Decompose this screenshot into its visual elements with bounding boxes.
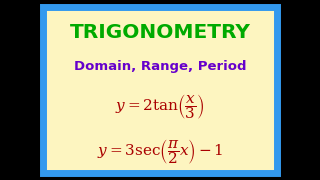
Text: $y = 2\tan\!\left(\dfrac{x}{3}\right)$: $y = 2\tan\!\left(\dfrac{x}{3}\right)$ xyxy=(115,92,205,121)
FancyBboxPatch shape xyxy=(43,7,277,173)
Text: Domain, Range, Period: Domain, Range, Period xyxy=(74,60,246,73)
Text: $y = 3\sec\!\left(\dfrac{\pi}{2}x\right) - 1$: $y = 3\sec\!\left(\dfrac{\pi}{2}x\right)… xyxy=(97,137,223,166)
Text: TRIGONOMETRY: TRIGONOMETRY xyxy=(69,23,251,42)
